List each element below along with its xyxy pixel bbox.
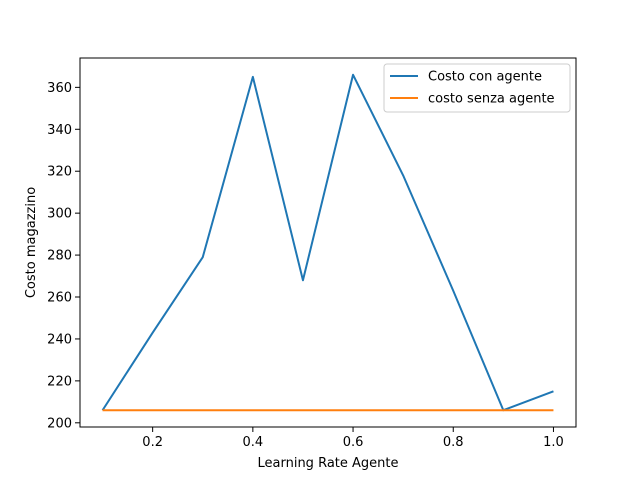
y-axis: 200 220 240 260 280 300 320 340 360: [47, 81, 80, 431]
x-tick-label: 0.4: [243, 435, 264, 450]
y-tick-label: 340: [47, 123, 72, 138]
y-tick-label: 240: [47, 332, 72, 347]
y-tick-label: 200: [47, 416, 72, 431]
legend-label-costo-con-agente: Costo con agente: [428, 70, 542, 85]
y-tick-label: 300: [47, 207, 72, 222]
series-line-costo-con-agente: [101, 73, 554, 412]
legend-box: [383, 63, 571, 113]
x-tick-label: 1.0: [543, 435, 564, 450]
x-axis: 0.2 0.4 0.6 0.8 1.0: [142, 427, 564, 450]
y-tick-label: 360: [47, 81, 72, 96]
y-tick-label: 260: [47, 291, 72, 306]
series-layer: [101, 73, 554, 412]
y-axis-label: Costo magazzino: [24, 187, 39, 298]
x-tick-label: 0.2: [142, 435, 163, 450]
y-tick-label: 320: [47, 165, 72, 180]
x-axis-label: Learning Rate Agente: [258, 456, 399, 471]
axes-frame: [79, 57, 577, 428]
legend: Costo con agente costo senza agente: [383, 63, 571, 113]
legend-label-costo-senza-agente: costo senza agente: [428, 92, 555, 107]
x-tick-label: 0.8: [443, 435, 464, 450]
y-tick-label: 220: [47, 374, 72, 389]
y-tick-label: 280: [47, 249, 72, 264]
x-tick-label: 0.6: [343, 435, 364, 450]
